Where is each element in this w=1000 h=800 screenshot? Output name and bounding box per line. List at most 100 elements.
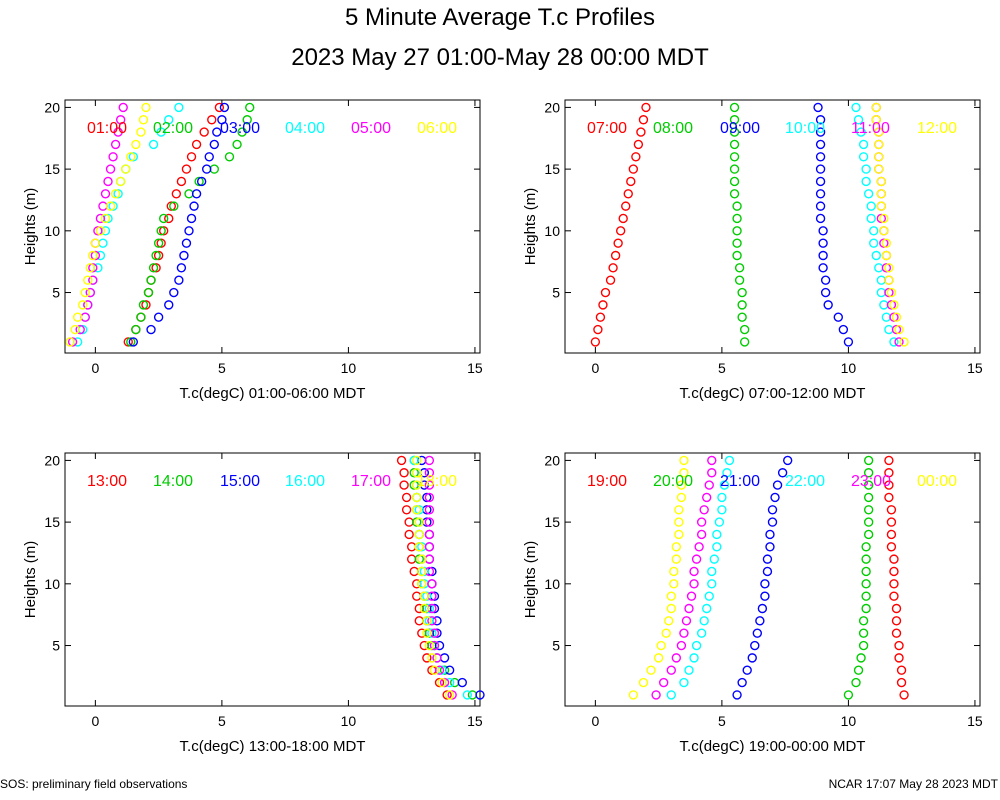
data-point [815,127,826,137]
y-tick-label: 5 [52,285,60,301]
data-point [429,640,440,651]
data-point [636,127,646,137]
data-point [424,542,435,552]
data-point [815,213,826,224]
data-point [88,263,98,273]
data-point [153,238,164,248]
legend-entry: 21:00 [720,473,760,490]
data-point [80,287,90,298]
data-point [424,492,435,503]
y-tick-label: 20 [544,452,560,468]
data-point [93,226,103,236]
data-point [664,616,674,626]
data-point [729,189,740,199]
data-point [863,480,874,490]
series-13:00 [396,455,452,700]
data-point [674,529,684,540]
data-point [686,591,697,601]
data-point [765,529,775,540]
x-tick-label: 15 [967,360,983,376]
legend-entry: 04:00 [285,120,325,137]
data-point [820,275,831,285]
data-point [876,189,887,199]
series-11:00 [871,102,904,347]
data-point [704,591,714,601]
y-tick-label: 20 [44,452,60,468]
data-point [186,213,197,224]
data-point [136,127,146,137]
data-point [401,492,412,503]
data-point [889,312,899,322]
data-point [414,517,424,527]
data-point [707,455,717,466]
data-point [169,287,179,298]
data-point [714,517,725,527]
data-point [666,690,676,700]
series-05:00 [67,102,128,347]
data-point [863,468,874,478]
data-point [869,226,879,236]
series-09:00 [813,102,854,347]
data-point [638,677,649,688]
data-point [437,677,447,688]
y-axis-label: Heights (m) [22,188,39,266]
data-point [439,653,450,663]
data-point [401,505,412,515]
x-axis-label: T.c(degC) 01:00-06:00 MDT [180,385,366,402]
x-tick-label: 15 [467,360,483,376]
plot-frame [64,99,481,354]
data-point [884,275,894,285]
y-tick-label: 15 [44,161,60,177]
x-tick-label: 10 [841,713,857,729]
data-point [896,677,907,688]
data-point [884,287,894,298]
data-point [78,300,88,310]
data-point [863,517,874,527]
data-point [146,275,156,285]
data-point [412,505,422,515]
data-point [729,139,740,150]
data-point [224,152,235,162]
data-point [815,201,826,211]
legend-entry: 20:00 [653,473,693,490]
data-point [674,505,684,515]
data-point [858,152,869,162]
x-tick-label: 15 [967,713,983,729]
x-tick-label: 10 [341,713,357,729]
data-point [412,492,422,503]
data-point [820,287,831,298]
data-point [871,250,881,261]
data-point [866,201,876,211]
data-point [894,324,904,335]
data-point [866,213,876,224]
series-22:00 [666,455,735,700]
legend-entry: 14:00 [153,473,193,490]
data-point [712,542,722,552]
data-point [432,653,442,663]
series-00:00 [628,455,689,700]
chart-subtitle: 2023 May 27 01:00-May 28 00:00 MDT [291,44,709,71]
data-point [126,337,136,347]
data-point [671,653,682,663]
data-point [843,690,854,700]
data-point [717,505,727,515]
data-point [874,127,884,137]
data-point [681,616,692,626]
data-point [752,628,763,638]
data-point [608,263,618,273]
series-01:00 [123,102,225,347]
data-point [237,127,247,137]
y-tick-label: 20 [544,99,560,115]
data-point [434,677,445,688]
y-tick-label: 10 [544,223,560,239]
data-point [737,300,747,310]
series-08:00 [729,102,750,347]
data-point [419,591,430,601]
data-point [462,690,473,700]
data-point [615,226,626,236]
data-point [729,164,740,174]
chart-title: 5 Minute Average T.c Profiles [345,4,655,31]
x-tick-label: 0 [591,713,599,729]
data-point [881,263,892,273]
series-02:00 [126,102,255,347]
